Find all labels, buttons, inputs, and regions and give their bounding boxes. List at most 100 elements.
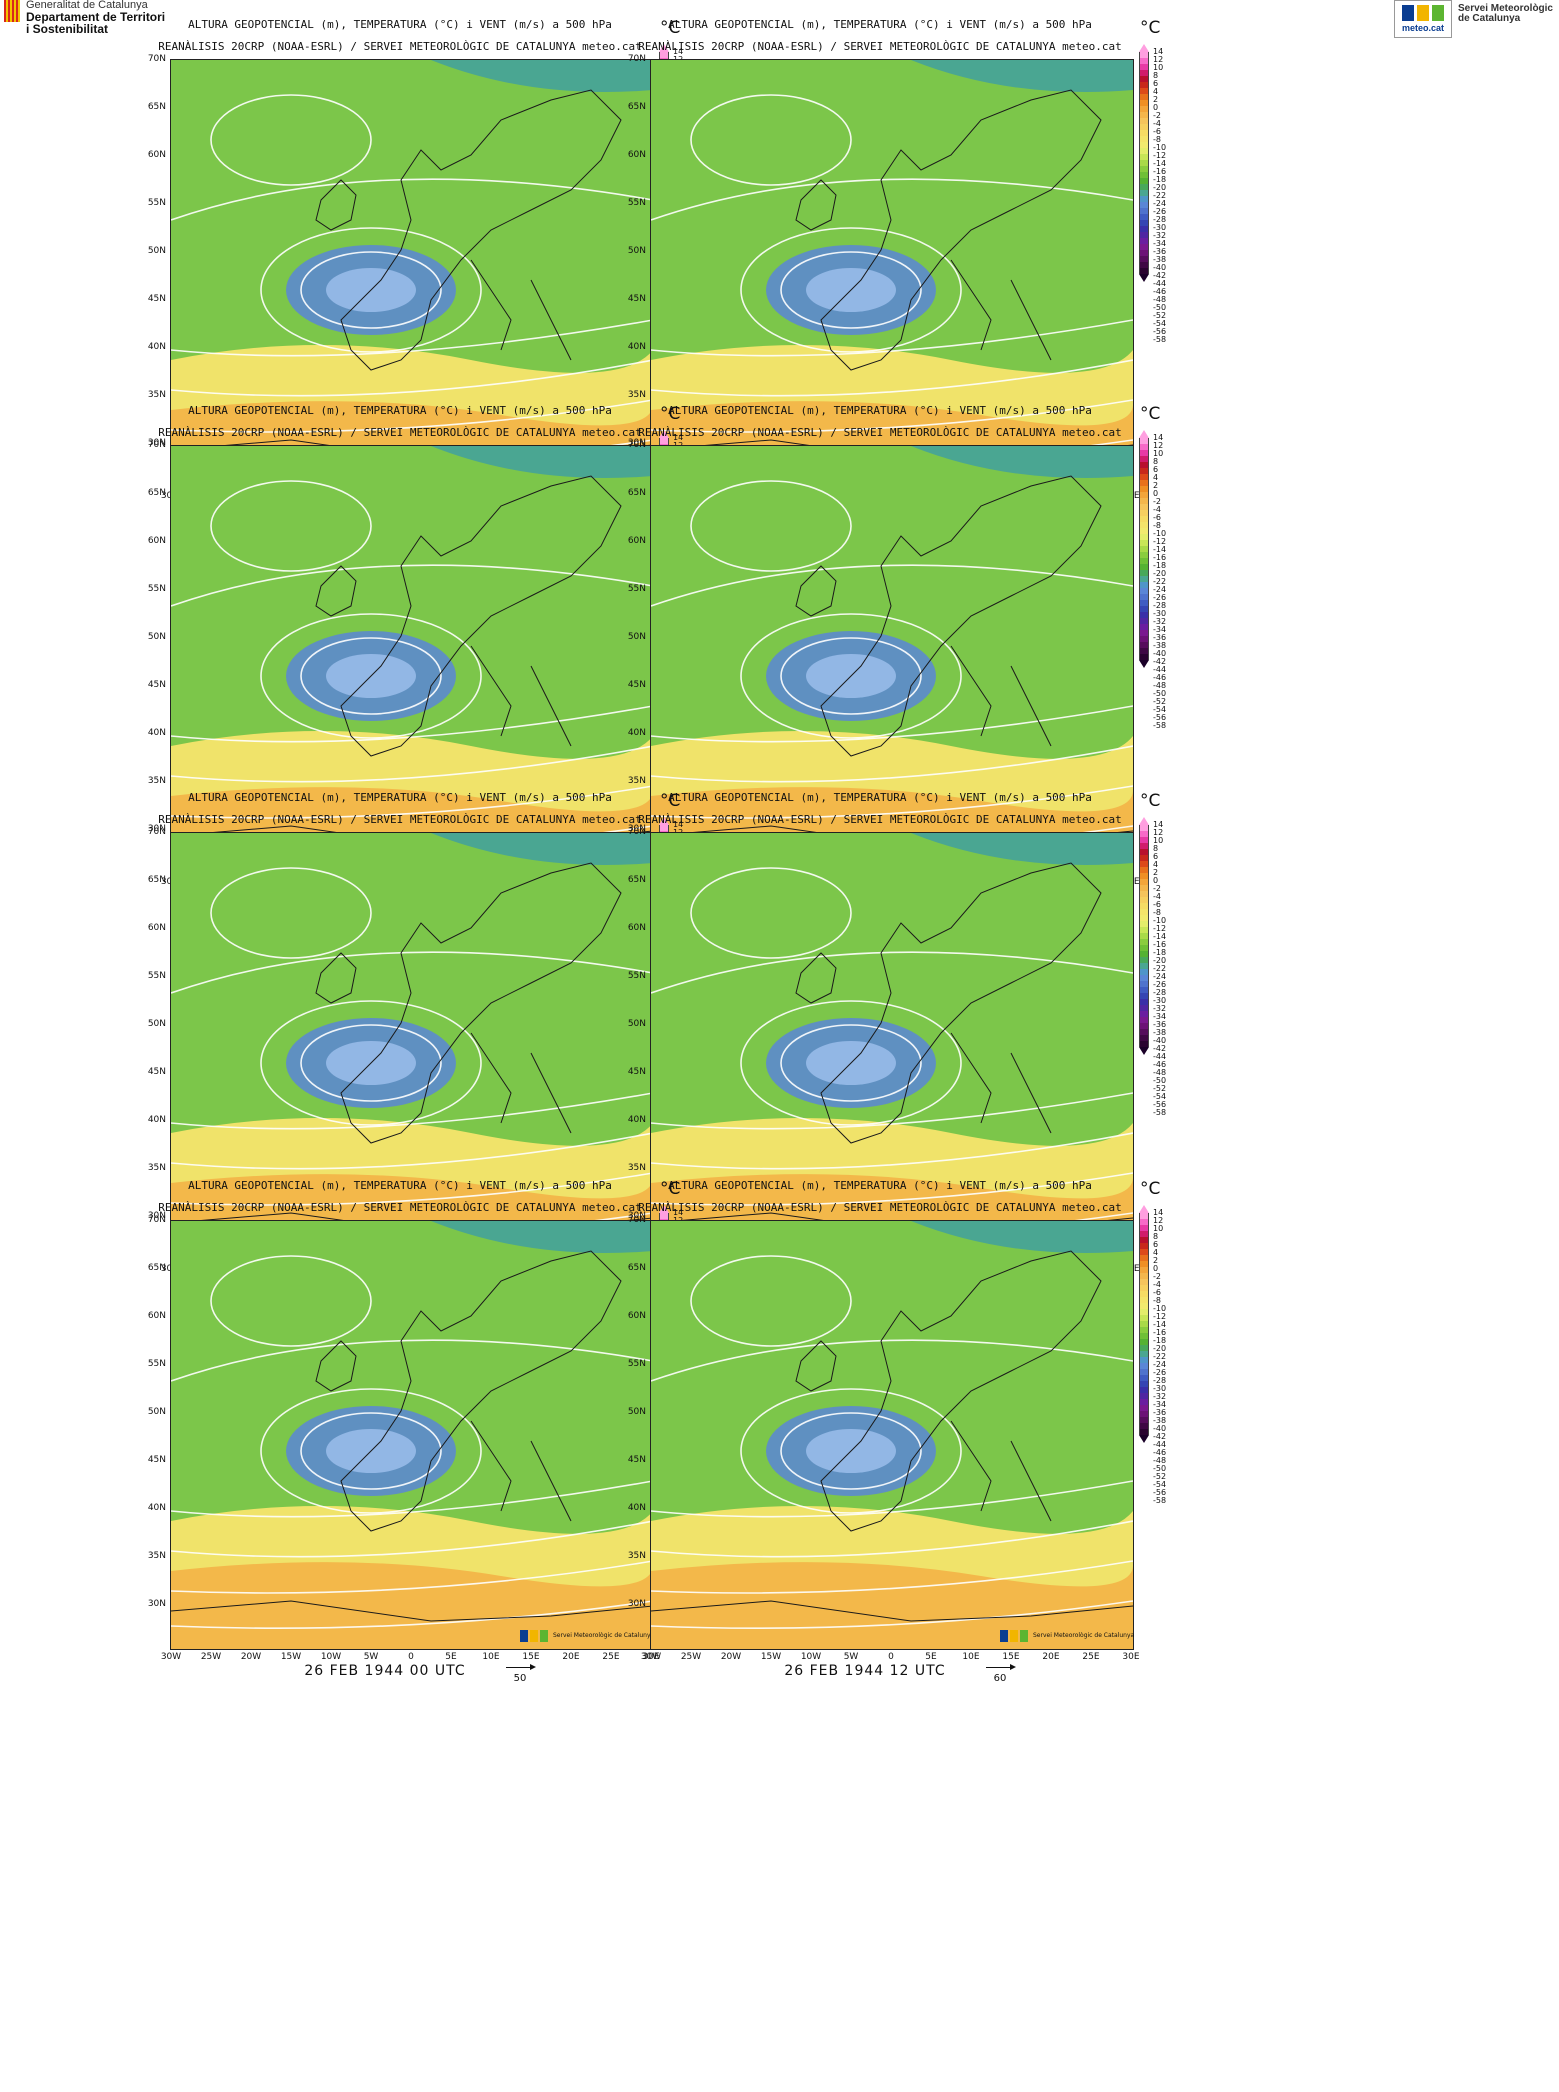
colorbar-swatch — [1139, 504, 1149, 510]
colorbar-swatch — [1139, 214, 1149, 220]
lon-label: 15E — [522, 1652, 540, 1662]
map-area — [170, 445, 654, 875]
colorbar-swatch — [1139, 921, 1149, 927]
panel-subtitle: REANÀLISIS 20CRP (NOAA-ESRL) / SERVEI ME… — [638, 40, 1122, 53]
panel-subtitle: REANÀLISIS 20CRP (NOAA-ESRL) / SERVEI ME… — [158, 40, 642, 53]
colorbar-tick-label: -8 — [1153, 135, 1161, 144]
colorbar-swatch — [1139, 1381, 1149, 1387]
colorbar-tick-label: 8 — [1153, 844, 1159, 853]
colorbar-swatch — [1139, 94, 1149, 100]
smc-watermark: Servei Meteorològic de Catalunya — [1000, 1630, 1134, 1642]
colorbar-swatch — [1139, 462, 1149, 468]
colorbar-swatch — [1139, 825, 1149, 831]
colorbar-swatch — [1139, 516, 1149, 522]
lat-label: 60N — [627, 536, 646, 546]
colorbar-swatch — [1139, 1429, 1149, 1435]
colorbar-tick-label: -36 — [1153, 1408, 1167, 1417]
watermark-text: Servei Meteorològic de Catalunya — [1033, 1632, 1135, 1639]
colorbar-swatch — [1139, 951, 1149, 957]
panel-title: ALTURA GEOPOTENCIAL (m), TEMPERATURA (°C… — [188, 791, 612, 804]
colorbar-swatch — [1139, 232, 1149, 238]
lon-label: 10E — [962, 1652, 980, 1662]
colorbar-tick-label: 14 — [1153, 820, 1164, 829]
colorbar-swatch — [1139, 999, 1149, 1005]
colorbar-swatch — [1139, 1369, 1149, 1375]
lat-label: 45N — [147, 680, 166, 690]
colorbar-unit: °C — [1140, 404, 1161, 424]
colorbar-tick-label: 12 — [1153, 441, 1164, 450]
lat-label: 65N — [147, 1263, 166, 1273]
colorbar-tick-label: -46 — [1153, 673, 1167, 682]
lat-label: 70N — [627, 54, 646, 64]
colorbar-swatch — [1139, 130, 1149, 136]
vector-reference-arrow-icon — [984, 1663, 1016, 1671]
temperature-colorbar — [1139, 1205, 1149, 1443]
lat-label: 60N — [627, 923, 646, 933]
colorbar-tick-label: 2 — [1153, 868, 1159, 877]
colorbar-swatch — [1139, 981, 1149, 987]
lat-label: 65N — [147, 875, 166, 885]
lat-label: 35N — [147, 776, 166, 786]
colorbar-bottom-arrow-icon — [1139, 660, 1149, 668]
colorbar-tick-label: -56 — [1153, 713, 1167, 722]
colorbar-tick-label: 4 — [1153, 860, 1159, 869]
colorbar-swatch — [1139, 915, 1149, 921]
lat-label: 45N — [147, 294, 166, 304]
colorbar-tick-label: 8 — [1153, 1232, 1159, 1241]
colorbar-tick-label: -12 — [1153, 151, 1167, 160]
panel-subtitle: REANÀLISIS 20CRP (NOAA-ESRL) / SERVEI ME… — [638, 426, 1122, 439]
colorbar-tick-label: -48 — [1153, 1068, 1167, 1077]
colorbar-swatch — [1139, 1399, 1149, 1405]
colorbar-swatch — [1139, 1023, 1149, 1029]
colorbar-tick-label: -20 — [1153, 569, 1167, 578]
colorbar-swatch — [1139, 1249, 1149, 1255]
colorbar-swatch — [1139, 1237, 1149, 1243]
colorbar-tick-label: -14 — [1153, 1320, 1167, 1329]
colorbar-bottom-arrow-icon — [1139, 1435, 1149, 1443]
colorbar-tick-label: 6 — [1153, 79, 1159, 88]
colorbar-swatch — [1139, 897, 1149, 903]
watermark-green-bar-icon — [1020, 1630, 1028, 1642]
colorbar-swatch — [1139, 250, 1149, 256]
lat-label: 30N — [627, 824, 646, 834]
lat-label: 70N — [627, 827, 646, 837]
lon-label: 25W — [680, 1652, 702, 1662]
colorbar-unit: °C — [660, 18, 681, 38]
colorbar-swatch — [1139, 1255, 1149, 1261]
colorbar-tick-label: 0 — [1153, 876, 1159, 885]
colorbar-tick-label: 10 — [1153, 836, 1164, 845]
colorbar-swatch — [1139, 1345, 1149, 1351]
colorbar-unit: °C — [1140, 1179, 1161, 1199]
lat-label: 65N — [627, 1263, 646, 1273]
lat-label: 60N — [627, 1311, 646, 1321]
colorbar-swatch — [1139, 1423, 1149, 1429]
colorbar-unit: °C — [660, 404, 681, 424]
colorbar-swatch — [1139, 450, 1149, 456]
lat-label: 65N — [147, 102, 166, 112]
colorbar-swatch — [1139, 1333, 1149, 1339]
colorbar-swatch — [1139, 903, 1149, 909]
colorbar-swatch — [1139, 528, 1149, 534]
colorbar-tick-label: 12 — [1153, 828, 1164, 837]
colorbar-tick-label: -34 — [1153, 1400, 1167, 1409]
watermark-yellow-bar-icon — [530, 1630, 538, 1642]
colorbar-swatch — [1139, 927, 1149, 933]
lat-label: 60N — [147, 536, 166, 546]
colorbar-tick-label: -54 — [1153, 705, 1167, 714]
colorbar-swatch — [1139, 456, 1149, 462]
colorbar-swatch — [1139, 1035, 1149, 1041]
map-area — [650, 1220, 1134, 1650]
colorbar-swatch — [1139, 630, 1149, 636]
colorbar-tick-label: 0 — [1153, 103, 1159, 112]
panel-title: ALTURA GEOPOTENCIAL (m), TEMPERATURA (°C… — [188, 1179, 612, 1192]
colorbar-swatch — [1139, 885, 1149, 891]
org-name-line2: Departament de Territori — [26, 10, 166, 24]
colorbar-top-arrow-icon — [1139, 44, 1149, 52]
colorbar-swatch — [1139, 64, 1149, 70]
lat-label: 40N — [147, 342, 166, 352]
lon-label: 20E — [562, 1652, 580, 1662]
lat-label: 40N — [627, 728, 646, 738]
colorbar-swatch — [1139, 963, 1149, 969]
colorbar-tick-label: -30 — [1153, 609, 1167, 618]
